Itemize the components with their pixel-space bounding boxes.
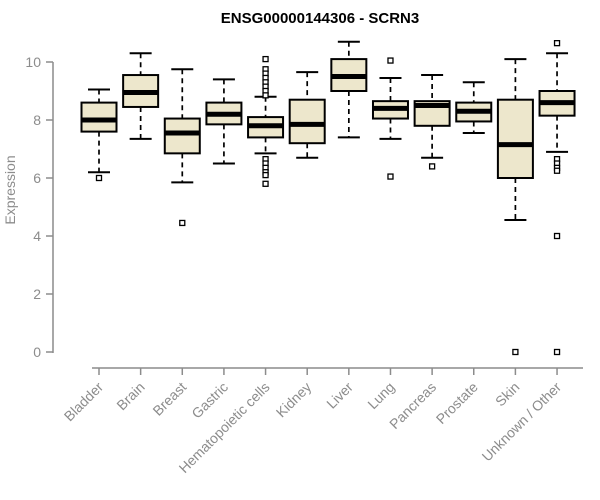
box-hematopoietic-cells [247,55,285,187]
y-tick-label: 10 [25,54,41,70]
box-prostate [455,81,493,135]
box-brain [122,52,160,140]
outlier-point [512,348,519,356]
box-skin [496,58,534,356]
x-tick-label: Kidney [273,379,315,421]
box-liver [330,40,368,139]
outlier-point [553,167,561,174]
y-tick-label: 2 [33,286,41,302]
chart-title: ENSG00000144306 - SCRN3 [221,10,419,27]
outlier-point [179,219,186,227]
outlier-point [553,348,561,356]
box-unknown-other [538,40,576,356]
x-tick-label: Bladder [61,379,107,425]
x-tick-label: Prostate [433,379,481,427]
outlier-point [387,57,394,64]
outlier-point [262,171,269,179]
iqr-box [80,101,118,133]
x-tick-label: Lung [364,379,397,412]
outlier-point [387,173,394,180]
iqr-box [496,98,534,179]
y-tick-label: 8 [33,112,41,128]
x-tick-label: Breast [149,379,189,419]
x-tick-label: Unknown / Other [479,379,565,465]
box-breast [163,68,201,227]
y-tick-label: 4 [33,228,41,244]
outlier-point [553,40,561,47]
outlier-point [95,174,103,182]
y-tick-label: 6 [33,170,41,186]
outlier-point [553,232,561,240]
outlier-point [262,180,269,187]
x-tick-label: Brain [113,379,147,413]
iqr-box [163,117,201,155]
y-tick-label: 0 [33,344,41,360]
box-gastric [205,78,243,165]
box-bladder [80,88,118,182]
iqr-box [288,98,326,145]
outlier-point [262,92,269,99]
x-tick-label: Skin [492,379,523,410]
outlier-point [262,55,269,63]
x-tick-label: Liver [323,379,356,412]
box-kidney [288,71,326,159]
y-axis-label: Expression [2,155,18,224]
box-pancreas [413,74,451,170]
outlier-point [428,163,436,170]
box-lung [371,57,409,180]
